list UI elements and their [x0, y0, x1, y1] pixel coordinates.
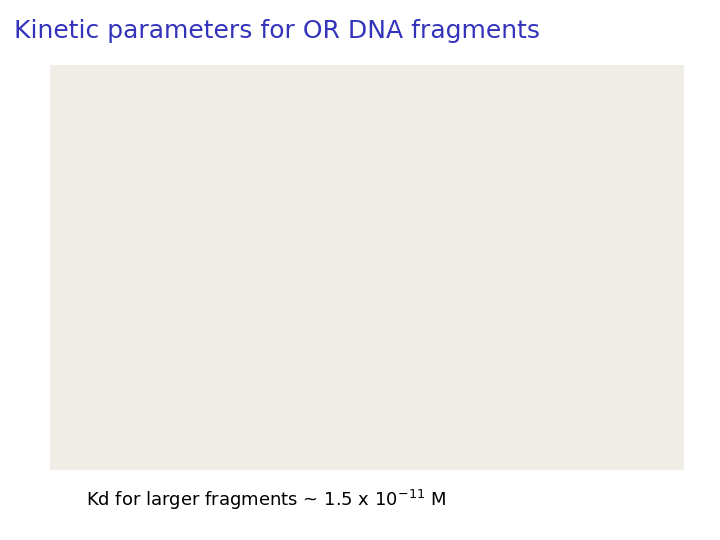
Text: Table 3: Table 3	[337, 75, 397, 90]
Text: 516: 516	[91, 329, 112, 339]
Text: $4{\cdot}6\times10^{-12}$: $4{\cdot}6\times10^{-12}$	[551, 254, 614, 271]
Text: $1{\cdot}7\times10^{-2}$: $1{\cdot}7\times10^{-2}$	[338, 434, 396, 450]
Text: $1{\cdot}4\times10^{-11}$: $1{\cdot}4\times10^{-11}$	[171, 434, 234, 450]
Text: $2{\cdot}0\times10^{-12}$: $2{\cdot}0\times10^{-12}$	[171, 218, 234, 235]
Text: 73: 73	[94, 221, 108, 232]
Text: $5{\cdot}5\times10^{8}$: $5{\cdot}5\times10^{8}$	[443, 218, 495, 235]
Text: $3{\cdot}5\times10^{9}$: $3{\cdot}5\times10^{9}$	[443, 326, 495, 342]
Text: $7{\cdot}0\times10^{8}$: $7{\cdot}0\times10^{8}$	[443, 254, 495, 271]
Text: $5{\cdot}8\times10^{-3}$: $5{\cdot}8\times10^{-3}$	[338, 290, 397, 307]
Text: 0·66: 0·66	[272, 437, 297, 447]
Text: $1{\cdot}2\times10^{-2}$: $1{\cdot}2\times10^{-2}$	[338, 326, 396, 342]
Text: 0·66: 0·66	[272, 401, 297, 411]
Text: 873: 873	[91, 365, 112, 375]
Text: $1{\cdot}4\times10^{-11}$: $1{\cdot}4\times10^{-11}$	[171, 362, 234, 379]
Text: $(s^{-1})$: $(s^{-1})$	[354, 171, 381, 189]
Text: $k_d/k_a$: $k_d/k_a$	[568, 150, 598, 166]
Text: $1{\cdot}8\times10^{-12}$: $1{\cdot}8\times10^{-12}$	[551, 290, 614, 307]
Text: Kd for larger fragments ~ 1.5 x 10$^{-11}$ M: Kd for larger fragments ~ 1.5 x 10$^{-11…	[86, 488, 446, 511]
Text: Kinetic parameters for OR DNA fragments: Kinetic parameters for OR DNA fragments	[14, 19, 541, 43]
Text: $t_{1/2}$: $t_{1/2}$	[276, 151, 294, 165]
Text: 35: 35	[278, 221, 292, 232]
Text: $1{\cdot}7\times10^{-2}$: $1{\cdot}7\times10^{-2}$	[338, 362, 396, 379]
Text: $1{\cdot}2\times10^{-11}$: $1{\cdot}2\times10^{-11}$	[171, 326, 234, 342]
Text: $3{\cdot}3\times10^{-12}$: $3{\cdot}3\times10^{-12}$	[551, 326, 614, 342]
Text: $K_D$: $K_D$	[194, 151, 210, 165]
Text: 1475: 1475	[87, 401, 115, 411]
Text: $3{\cdot}3\times10^{-4}$: $3{\cdot}3\times10^{-4}$	[338, 218, 397, 235]
Text: $3{\cdot}8\times10^{-12}$: $3{\cdot}8\times10^{-12}$	[551, 434, 614, 450]
Text: (M): (M)	[193, 175, 212, 185]
Text: $k_a$: $k_a$	[462, 150, 475, 166]
Text: $1{\cdot}3\times10^{-11}$: $1{\cdot}3\times10^{-11}$	[171, 290, 234, 307]
Text: 193: 193	[91, 258, 112, 267]
Text: ---: ---	[577, 401, 589, 411]
Text: 0·66: 0·66	[272, 365, 297, 375]
Text: —: —	[463, 401, 474, 411]
Text: 343: 343	[91, 293, 112, 303]
Text: (M): (M)	[573, 175, 592, 185]
Text: $4{\cdot}1\times10^{9}$: $4{\cdot}1\times10^{9}$	[443, 362, 495, 379]
Text: 2·0: 2·0	[276, 293, 294, 303]
Text: 2410: 2410	[87, 437, 115, 447]
Text: $3{\cdot}2\times10^{-3}$: $3{\cdot}2\times10^{-3}$	[338, 254, 397, 271]
Text: (bp): (bp)	[89, 175, 112, 185]
Text: $1{\cdot}9\times10^{-11}$: $1{\cdot}9\times10^{-11}$	[171, 397, 234, 414]
Text: $k_d$: $k_d$	[360, 150, 374, 166]
Text: $1{\cdot}7\times10^{-2}$: $1{\cdot}7\times10^{-2}$	[338, 397, 396, 414]
Text: $4{\cdot}5\times10^{9}$: $4{\cdot}5\times10^{9}$	[443, 434, 495, 450]
Text: Kinetic parameters for OR DNA fragments: Kinetic parameters for OR DNA fragments	[236, 95, 498, 108]
Text: $6{\cdot}0\times10^{-13}$: $6{\cdot}0\times10^{-13}$	[551, 218, 614, 235]
Text: OR DNA: OR DNA	[78, 151, 125, 165]
Text: $3{\cdot}2\times10^{9}$: $3{\cdot}2\times10^{9}$	[443, 290, 495, 307]
Text: $(M^{-1}$ $s^{-1})$: $(M^{-1}$ $s^{-1})$	[442, 171, 495, 189]
Text: $4{\cdot}2\times10^{-12}$: $4{\cdot}2\times10^{-12}$	[551, 362, 614, 379]
Text: 3·6: 3·6	[276, 258, 294, 267]
Text: 1·0: 1·0	[276, 329, 294, 339]
Text: (min): (min)	[270, 175, 300, 185]
Text: $1{\cdot}5\times10^{-11}$: $1{\cdot}5\times10^{-11}$	[171, 254, 234, 271]
